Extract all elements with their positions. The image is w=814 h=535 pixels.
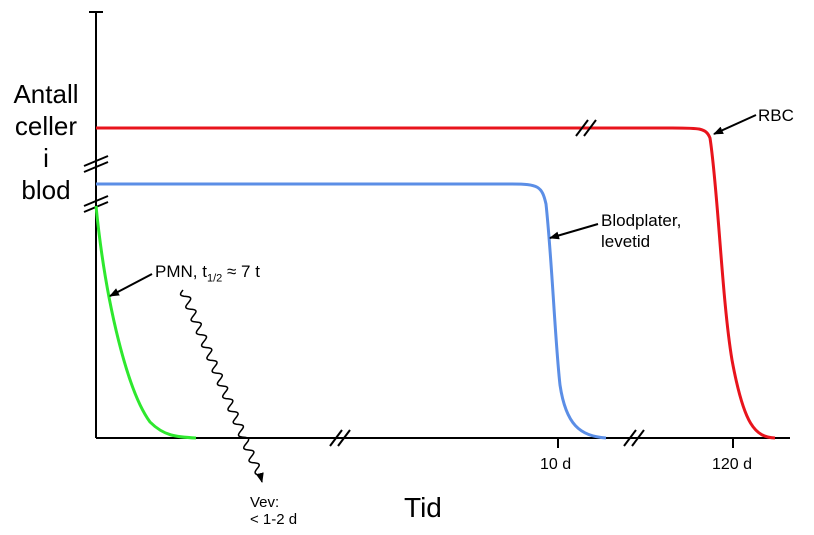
y-axis-label-line-3: i xyxy=(43,143,49,173)
y-axis-label-line-4: blod xyxy=(21,175,71,205)
pmn-label: PMN, t1/2 ≈ 7 t xyxy=(155,262,260,284)
y-axis-label-line-2: celler xyxy=(14,111,78,141)
blodplater-label-line-2: levetid xyxy=(601,232,651,251)
rbc-curve-break xyxy=(575,119,597,137)
pmn-label-suffix: ≈ 7 t xyxy=(222,262,260,281)
pmn-label-subscript: 1/2 xyxy=(206,272,223,285)
blodplater-arrow xyxy=(549,223,599,240)
x-axis-label: Tid xyxy=(404,492,442,523)
vev-label-line-1: Vev: xyxy=(250,494,280,511)
y-axis-label: Antall celler i blod xyxy=(6,78,86,206)
x-axis-break-left xyxy=(329,429,351,447)
blodplater-label-line-1: Blodplater, xyxy=(601,211,682,230)
y-axis-label-line-1: Antall xyxy=(13,79,79,109)
rbc-label: RBC xyxy=(758,106,794,125)
tick-label-10d: 10 d xyxy=(540,456,572,473)
pmn-arrow xyxy=(109,273,153,297)
pmn-label-prefix: PMN, t xyxy=(155,262,207,281)
vev-wavy-arrow xyxy=(179,289,264,483)
rbc-arrow xyxy=(713,114,757,135)
vev-label-line-2: < 1-2 d xyxy=(250,511,298,528)
x-axis-break-right xyxy=(623,429,645,447)
tick-label-120d: 120 d xyxy=(712,456,753,473)
rbc-curve xyxy=(96,126,776,440)
y-axis-break-upper xyxy=(83,155,109,173)
vev-label: Vev: < 1-2 d xyxy=(250,494,297,528)
pmn-curve xyxy=(94,205,197,440)
blodplater-curve xyxy=(96,182,607,440)
blodplater-label: Blodplater, levetid xyxy=(601,210,681,252)
